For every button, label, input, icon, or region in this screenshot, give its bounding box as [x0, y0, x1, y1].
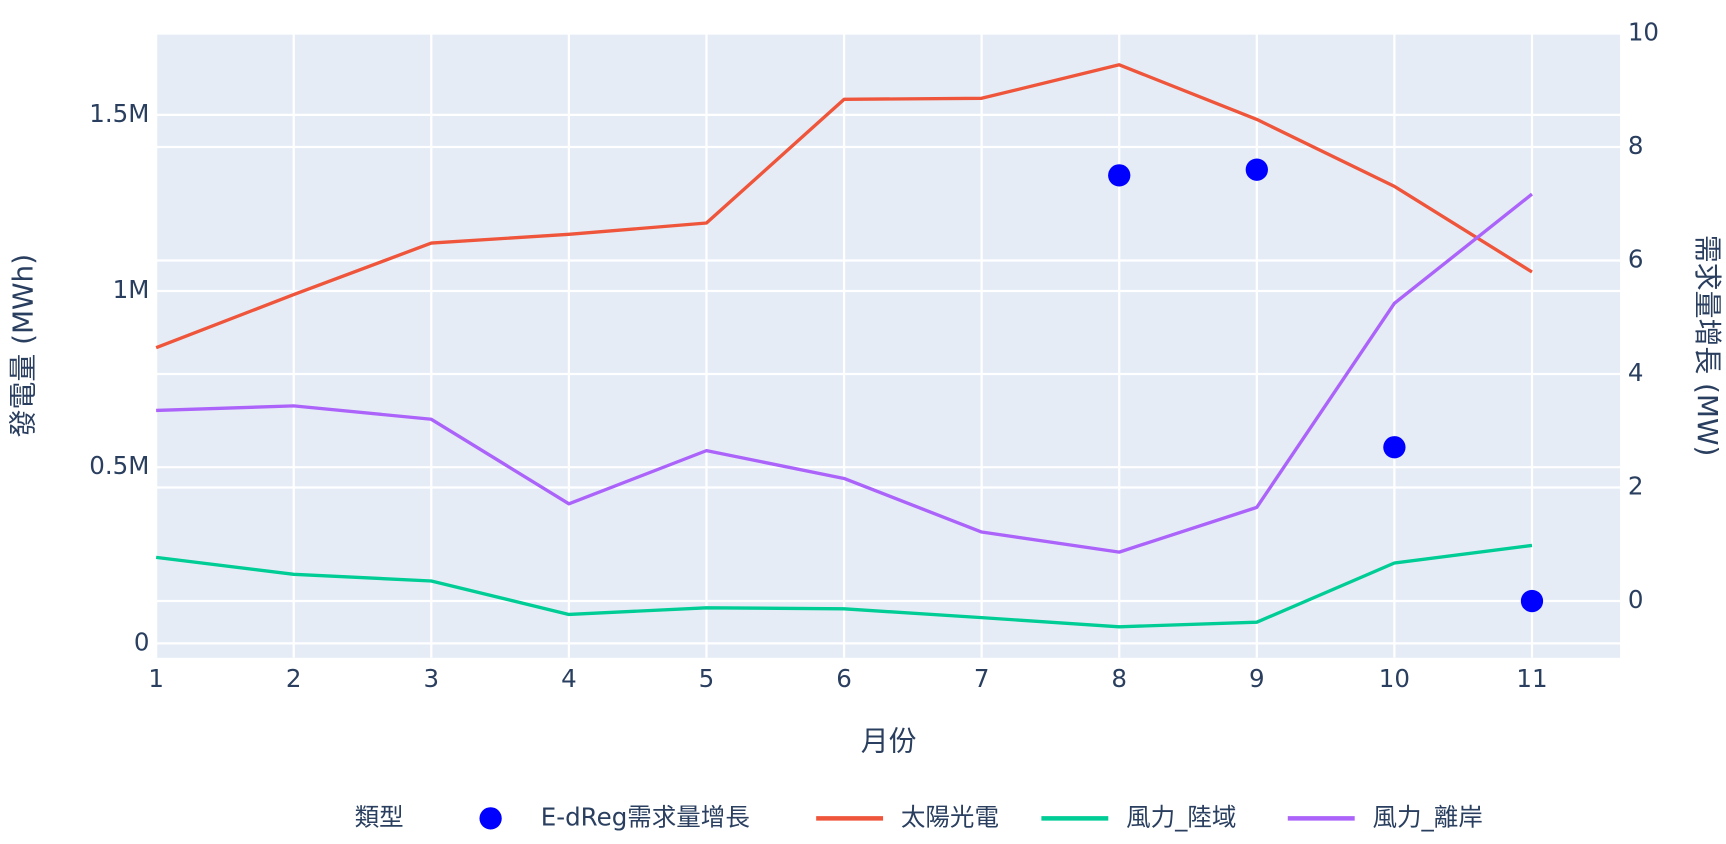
legend-marker [479, 807, 502, 830]
y2-tick-label: 10 [1628, 17, 1659, 46]
x-tick-label: 9 [1249, 664, 1265, 693]
y-tick-label: 1M [113, 275, 150, 304]
x-tick-label: 1 [148, 664, 164, 693]
legend-label: 風力_陸域 [1126, 802, 1236, 831]
line-series [155, 543, 1533, 629]
marks [155, 63, 1544, 629]
y-axis-title: 發電量 (MWh) [7, 254, 40, 437]
y2-tick-label: 6 [1628, 244, 1644, 273]
x-axis-title: 月份 [861, 725, 917, 758]
x-tick-label: 7 [974, 664, 990, 693]
legend-title: 類型 [355, 802, 404, 831]
y-tick-label: 0 [134, 627, 150, 656]
x-tick-label: 8 [1111, 664, 1127, 693]
legend-label: 太陽光電 [901, 802, 999, 831]
x-tick-label: 10 [1379, 664, 1410, 693]
y-tick-label: 1.5M [89, 99, 149, 128]
plot-area [156, 33, 1621, 658]
y2-tick-label: 8 [1628, 131, 1644, 160]
x-tick-label: 6 [836, 664, 852, 693]
y2-tick-label: 2 [1628, 472, 1644, 501]
scatter-point [1108, 164, 1131, 187]
scatter-point [1520, 589, 1544, 613]
x-tick-label: 4 [561, 664, 577, 693]
legend-label: 風力_離岸 [1373, 802, 1483, 831]
legend-label: E-dReg需求量增長 [541, 802, 750, 831]
y-tick-label: 0.5M [89, 451, 149, 480]
x-tick-label: 11 [1516, 664, 1547, 693]
scatter-point [1245, 158, 1268, 181]
scatter-point [1383, 436, 1406, 459]
x-tick-label: 5 [699, 664, 715, 693]
grid [155, 32, 1621, 658]
y2-axis-title: 需求量增長 (MW) [1691, 235, 1724, 456]
x-tick-label: 3 [424, 664, 440, 693]
x-tick-label: 2 [286, 664, 302, 693]
y2-tick-label: 4 [1628, 358, 1644, 387]
line-series [156, 192, 1534, 554]
line-series [155, 63, 1533, 350]
y2-tick-label: 0 [1628, 585, 1644, 614]
legend: E-dReg需求量增長 太陽光電 風力_陸域 風力_離岸 [479, 802, 1483, 831]
